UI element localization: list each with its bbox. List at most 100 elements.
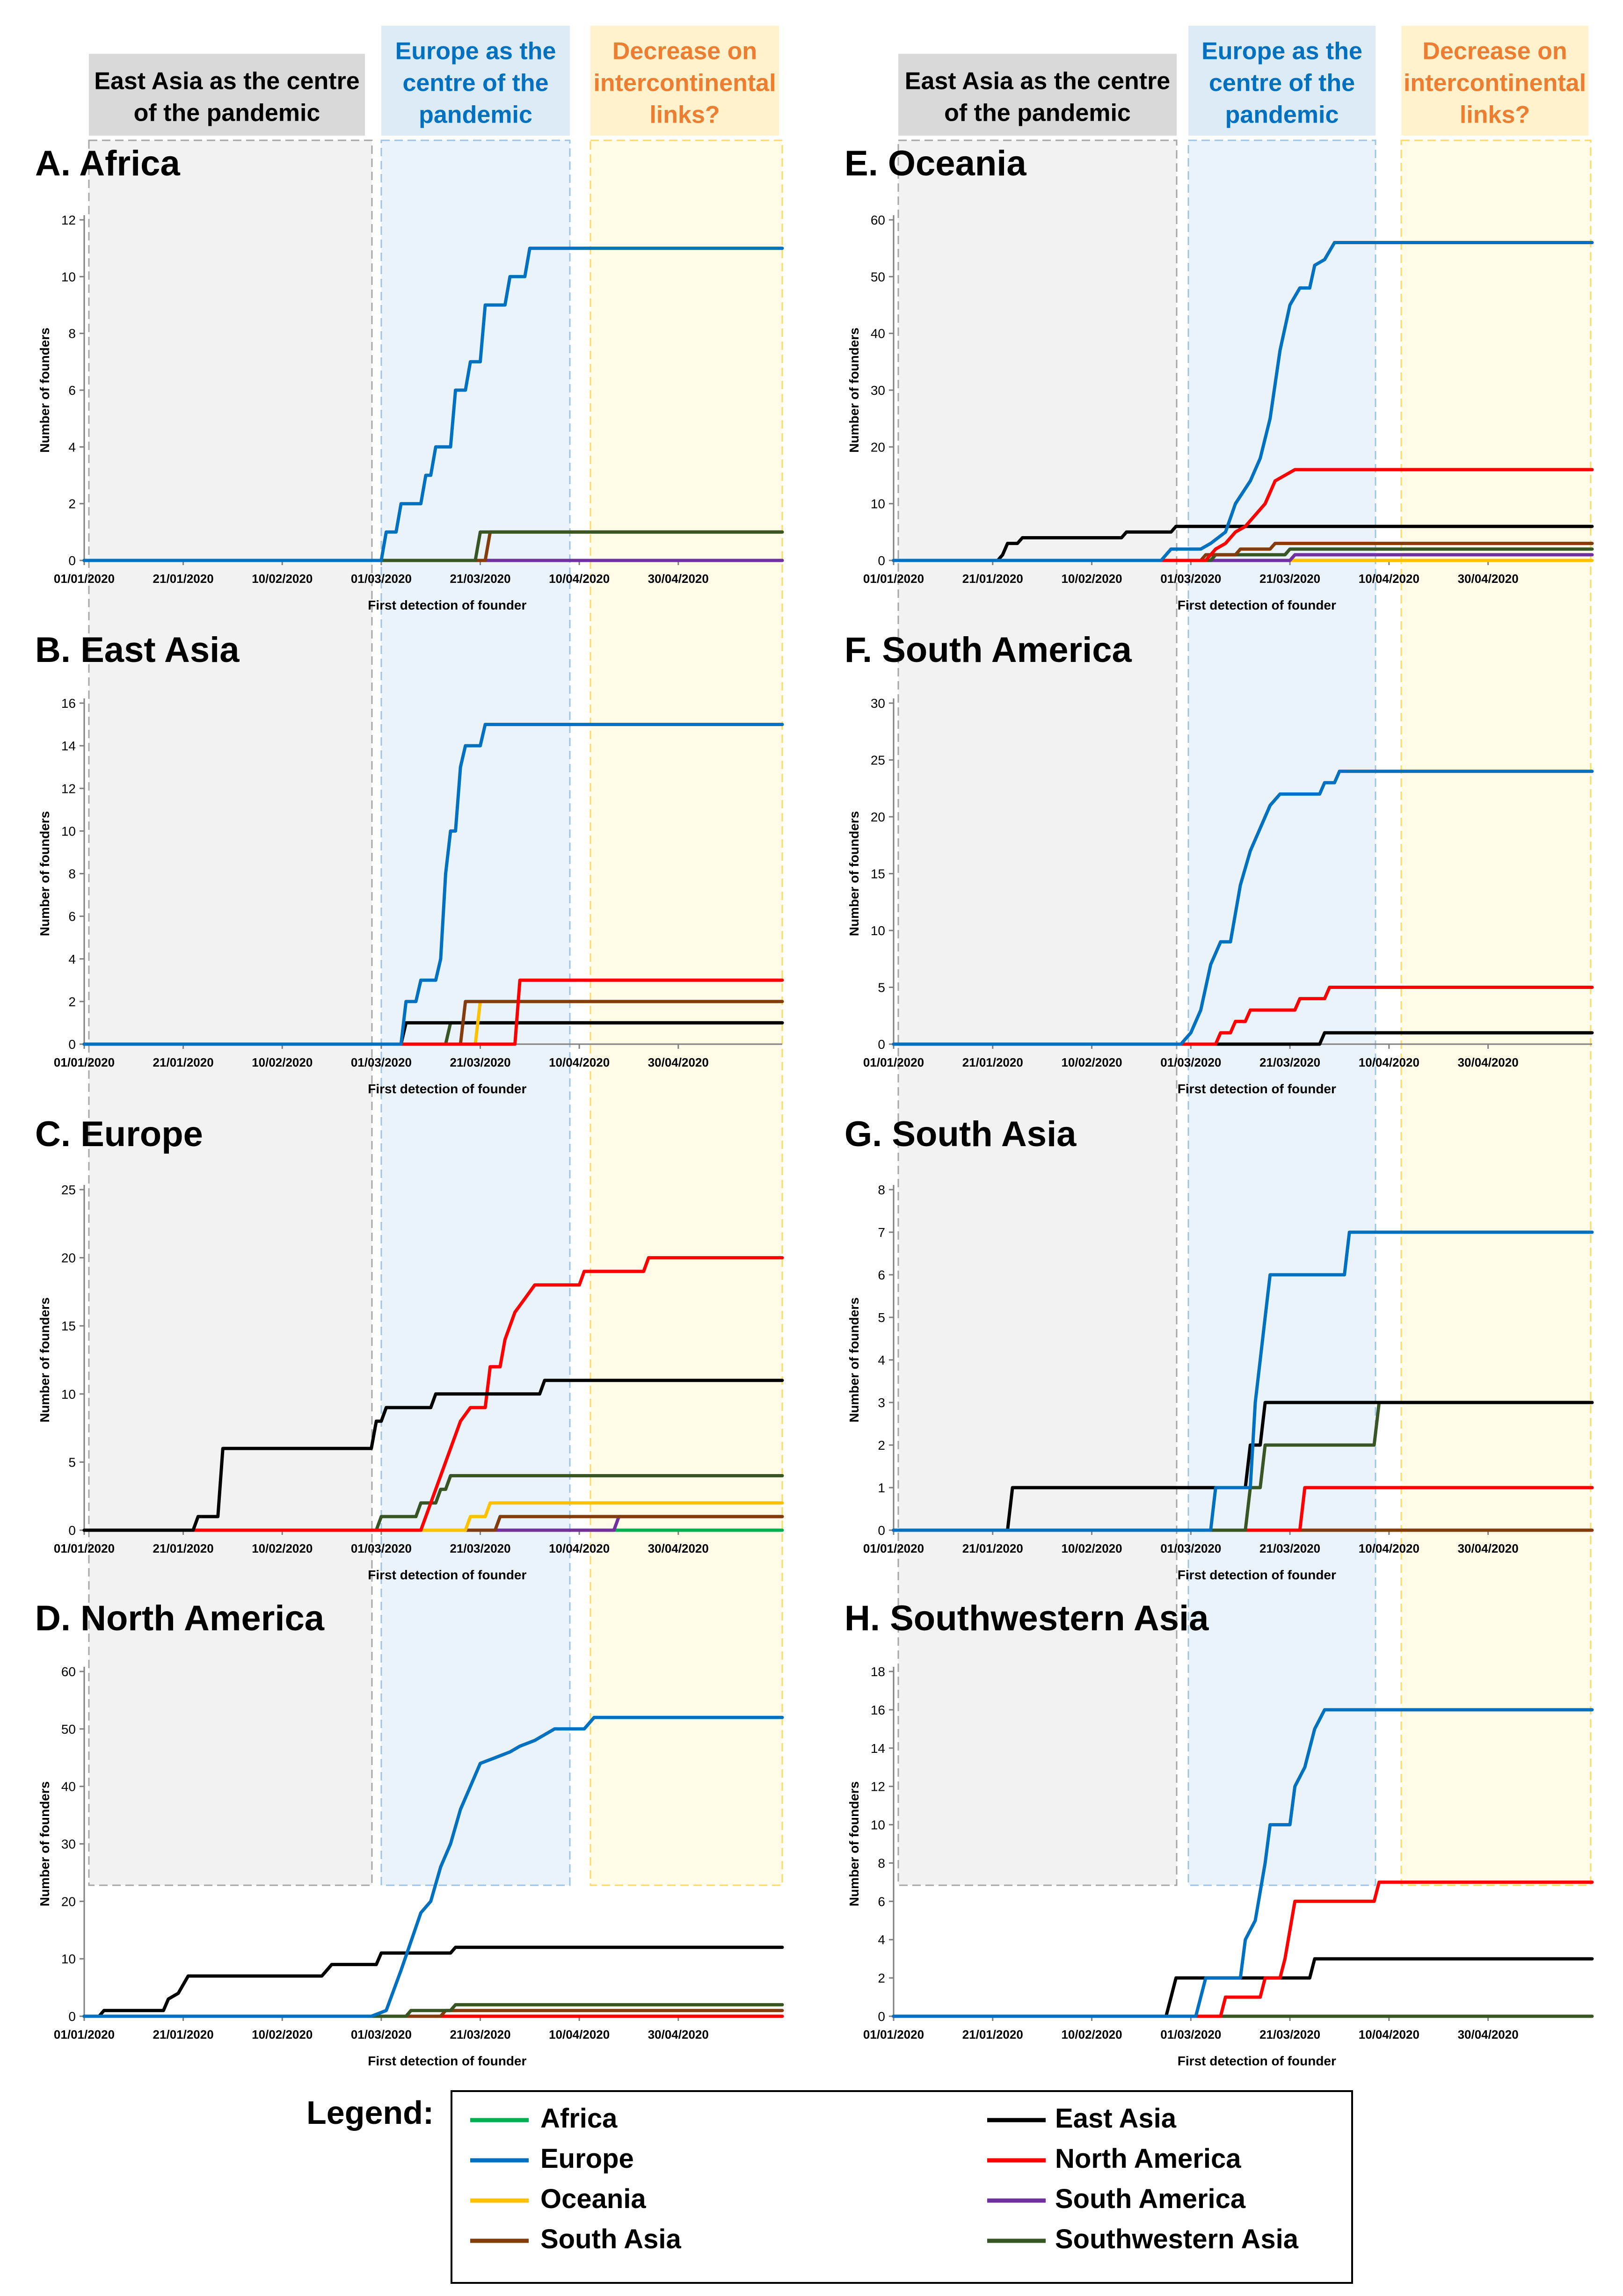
header-text-line: intercontinental bbox=[1404, 70, 1586, 97]
y-tick-label: 4 bbox=[878, 1353, 885, 1367]
x-tick-label: 10/02/2020 bbox=[1061, 2027, 1122, 2042]
x-tick-label: 01/01/2020 bbox=[54, 1541, 115, 1555]
series-group bbox=[82, 723, 784, 1046]
y-tick-label: 8 bbox=[68, 867, 76, 881]
x-tick-label: 01/01/2020 bbox=[863, 1541, 924, 1555]
x-tick-label: 21/01/2020 bbox=[962, 1055, 1023, 1069]
x-tick-label: 01/03/2020 bbox=[1160, 1541, 1221, 1555]
x-tick-label: 10/04/2020 bbox=[1359, 2027, 1419, 2042]
y-tick-label: 5 bbox=[878, 1310, 885, 1325]
y-tick-label: 5 bbox=[68, 1455, 76, 1469]
series-line-north-america bbox=[82, 1256, 784, 1532]
x-tick-label: 10/04/2020 bbox=[1359, 572, 1419, 586]
x-tick-label: 10/02/2020 bbox=[1061, 1055, 1122, 1069]
y-tick-label: 0 bbox=[68, 2009, 76, 2024]
period-headers: East Asia as the centre of the pandemic Eu… bbox=[89, 26, 1588, 136]
x-tick-label: 10/02/2020 bbox=[1061, 1541, 1122, 1555]
legend-item-north-america: North America bbox=[987, 2143, 1241, 2174]
decrease-period-band-col2 bbox=[1400, 139, 1592, 1886]
chart-title: D. North America bbox=[35, 1598, 325, 1638]
x-tick-label: 21/01/2020 bbox=[153, 572, 214, 586]
header-box bbox=[1401, 26, 1588, 136]
header-text-line: East Asia as the centre bbox=[94, 68, 359, 95]
header-europe-col1: Europe as the centre of the pandemic bbox=[381, 26, 570, 136]
legend-label: Southwestern Asia bbox=[1055, 2224, 1299, 2254]
y-tick-label: 0 bbox=[68, 1523, 76, 1538]
x-tick-label: 01/03/2020 bbox=[1160, 1055, 1221, 1069]
x-tick-label: 21/01/2020 bbox=[962, 572, 1023, 586]
europe-period-band-col2 bbox=[1187, 139, 1376, 1886]
legend-item-africa: Africa bbox=[470, 2103, 618, 2134]
x-tick-label: 10/04/2020 bbox=[549, 572, 610, 586]
y-axis-label: Number of founders bbox=[37, 811, 52, 937]
y-tick-label: 4 bbox=[878, 1933, 885, 1947]
series-line-north-america bbox=[892, 1880, 1594, 2018]
x-tick-label: 21/03/2020 bbox=[1259, 1055, 1320, 1069]
x-tick-label: 30/04/2020 bbox=[648, 2027, 709, 2042]
x-tick-label: 21/03/2020 bbox=[1259, 572, 1320, 586]
series-line-europe bbox=[892, 770, 1594, 1046]
y-tick-label: 20 bbox=[871, 440, 885, 454]
y-tick-label: 0 bbox=[878, 1037, 885, 1052]
x-tick-label: 21/01/2020 bbox=[153, 1541, 214, 1555]
east-asia-period-band-col1 bbox=[88, 139, 373, 1886]
series-group bbox=[892, 1230, 1594, 1532]
x-tick-label: 21/03/2020 bbox=[1259, 1541, 1320, 1555]
y-tick-label: 6 bbox=[68, 383, 76, 398]
y-axis-label: Number of founders bbox=[37, 1297, 52, 1423]
y-tick-label: 15 bbox=[61, 1319, 76, 1333]
y-tick-label: 18 bbox=[871, 1664, 885, 1679]
x-tick-label: 01/01/2020 bbox=[54, 572, 115, 586]
header-box bbox=[381, 26, 570, 136]
x-tick-label: 21/03/2020 bbox=[1259, 2027, 1320, 2042]
y-tick-label: 0 bbox=[878, 2009, 885, 2024]
chart-panel-e-oceania: E. Oceania 0 10 20 30 40 50 60 01/01/2020 21/01/2… bbox=[844, 144, 1594, 612]
header-text-line: Europe as the bbox=[395, 38, 556, 65]
y-tick-label: 50 bbox=[871, 269, 885, 284]
series-group bbox=[892, 770, 1594, 1046]
header-box bbox=[89, 54, 365, 136]
header-box bbox=[590, 26, 779, 136]
header-decrease-col2: Decrease on intercontinental links? bbox=[1401, 26, 1588, 136]
x-tick-label: 01/03/2020 bbox=[1160, 2027, 1221, 2042]
y-tick-label: 16 bbox=[871, 1703, 885, 1717]
x-axis-label: First detection of founder bbox=[1178, 598, 1336, 612]
header-east-asia-col2: East Asia as the centre of the pandemic bbox=[898, 54, 1177, 136]
east-asia-period-band-col2 bbox=[897, 139, 1178, 1886]
header-text-line: links? bbox=[1460, 102, 1530, 129]
x-tick-label: 01/01/2020 bbox=[54, 2027, 115, 2042]
legend-label: South Asia bbox=[540, 2224, 682, 2254]
x-tick-label: 10/02/2020 bbox=[1061, 572, 1122, 586]
legend-label: Oceania bbox=[540, 2184, 646, 2214]
header-east-asia-col1: East Asia as the centre of the pandemic bbox=[89, 54, 365, 136]
series-group bbox=[82, 247, 784, 562]
header-text-line: centre of the bbox=[402, 70, 548, 97]
x-axis-label: First detection of founder bbox=[368, 1082, 526, 1096]
header-text-line: pandemic bbox=[1225, 102, 1339, 129]
x-tick-label: 01/03/2020 bbox=[351, 1541, 412, 1555]
header-text-line: links? bbox=[649, 102, 720, 129]
x-tick-label: 10/02/2020 bbox=[252, 2027, 313, 2042]
legend-label: South America bbox=[1055, 2184, 1246, 2214]
x-tick-label: 21/03/2020 bbox=[450, 1541, 510, 1555]
y-tick-label: 10 bbox=[871, 497, 885, 511]
series-line-europe bbox=[892, 241, 1594, 562]
series-line-southwestern-asia bbox=[82, 1474, 784, 1532]
y-tick-label: 60 bbox=[871, 213, 885, 227]
y-tick-label: 3 bbox=[878, 1395, 885, 1410]
x-tick-label: 30/04/2020 bbox=[1458, 1541, 1519, 1555]
y-tick-label: 10 bbox=[871, 1818, 885, 1832]
header-text-line: of the pandemic bbox=[944, 100, 1131, 127]
chart-panel-g-south-asia: G. South Asia 0 1 2 3 4 5 6 7 8 01/01/2020 21/01/20… bbox=[844, 1114, 1594, 1582]
series-line-east-asia bbox=[892, 524, 1594, 562]
y-tick-label: 0 bbox=[68, 553, 76, 568]
y-tick-label: 5 bbox=[878, 981, 885, 995]
y-axis-label: Number of founders bbox=[847, 327, 861, 453]
chart-panel-d-north-america: D. North America 0 10 20 30 40 50 60 01/01/2020 2… bbox=[35, 1598, 784, 2068]
chart-panel-b-east-asia: B. East Asia 0 2 4 6 8 10 12 14 16 01/01/2020 21/01… bbox=[35, 630, 784, 1096]
series-line-east-asia bbox=[892, 1401, 1594, 1532]
x-tick-label: 01/01/2020 bbox=[863, 572, 924, 586]
chart-title: C. Europe bbox=[35, 1114, 203, 1154]
x-tick-label: 10/02/2020 bbox=[252, 1541, 313, 1555]
decrease-period-band-col1 bbox=[590, 139, 783, 1886]
